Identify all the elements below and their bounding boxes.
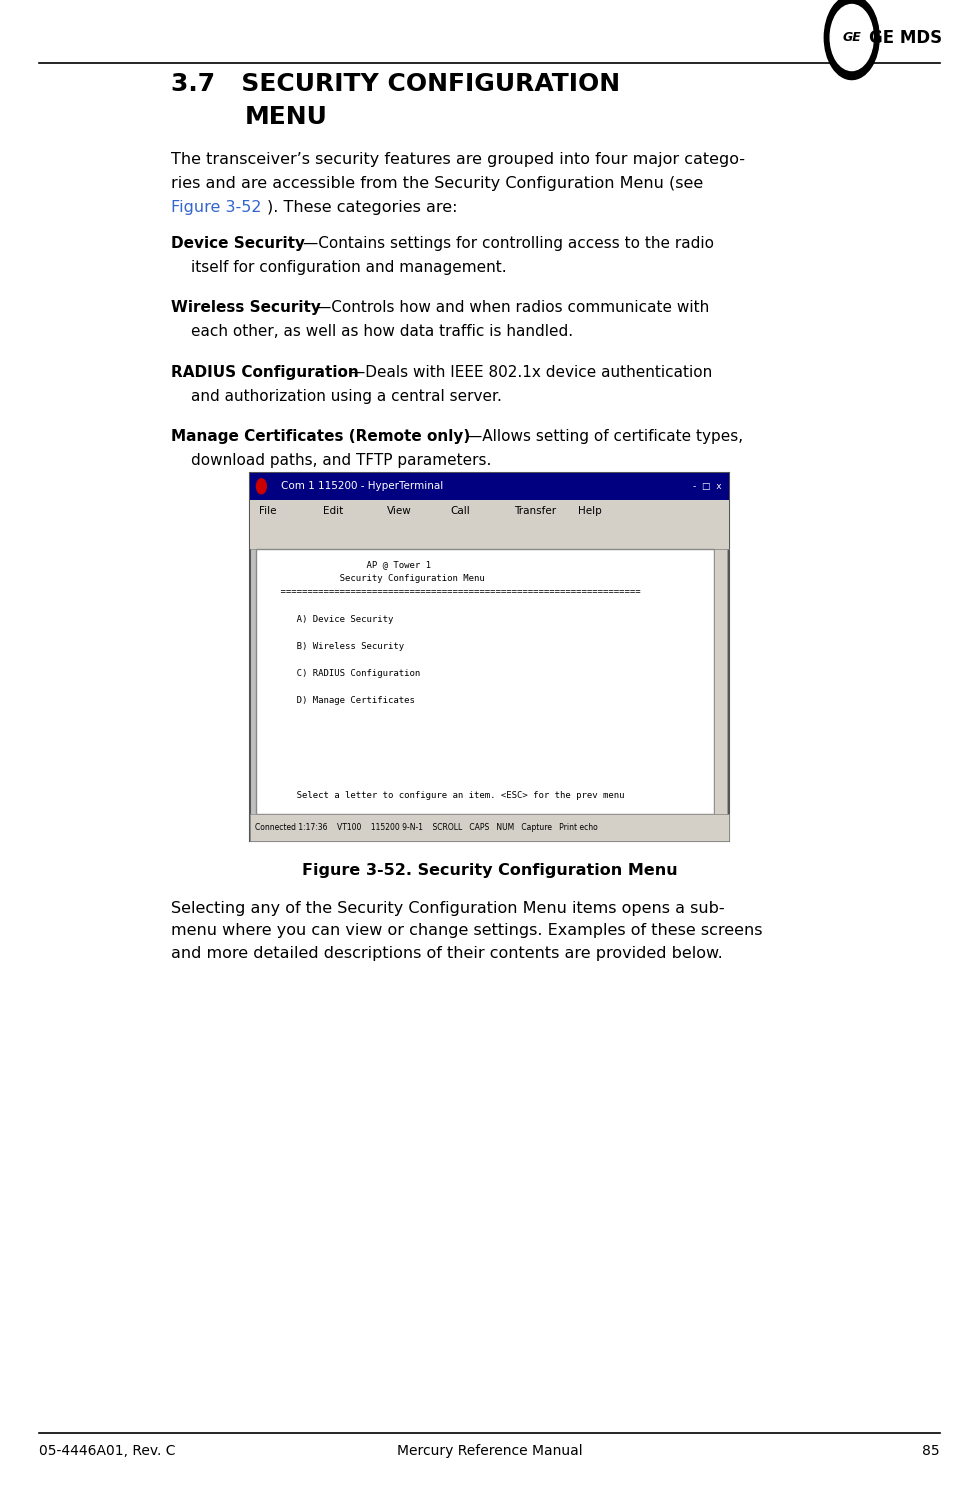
FancyBboxPatch shape	[249, 522, 729, 549]
Text: Device Security: Device Security	[171, 236, 305, 251]
Text: View: View	[386, 506, 411, 516]
Text: Manage Certificates (Remote only): Manage Certificates (Remote only)	[171, 429, 470, 444]
Text: menu where you can view or change settings. Examples of these screens: menu where you can view or change settin…	[171, 923, 762, 938]
FancyBboxPatch shape	[249, 473, 729, 500]
Text: ===================================================================: ========================================…	[259, 587, 641, 596]
Text: RADIUS Configuration: RADIUS Configuration	[171, 365, 359, 380]
FancyBboxPatch shape	[249, 500, 729, 522]
Text: Select a letter to configure an item. <ESC> for the prev menu: Select a letter to configure an item. <E…	[259, 791, 624, 800]
Text: Mercury Reference Manual: Mercury Reference Manual	[396, 1444, 582, 1457]
Circle shape	[823, 0, 878, 80]
Text: C) RADIUS Configuration: C) RADIUS Configuration	[259, 669, 421, 678]
Text: —Contains settings for controlling access to the radio: —Contains settings for controlling acces…	[303, 236, 714, 251]
Text: Call: Call	[450, 506, 469, 516]
Text: AP @ Tower 1: AP @ Tower 1	[259, 560, 431, 569]
FancyBboxPatch shape	[249, 814, 729, 841]
Text: Connected 1:17:36    VT100    115200 9-N-1    SCROLL   CAPS   NUM   Capture   Pr: Connected 1:17:36 VT100 115200 9-N-1 SCR…	[254, 823, 597, 832]
Text: MENU: MENU	[244, 105, 328, 129]
Text: itself for configuration and management.: itself for configuration and management.	[191, 260, 506, 275]
Text: File: File	[259, 506, 277, 516]
Text: —Controls how and when radios communicate with: —Controls how and when radios communicat…	[316, 300, 709, 315]
Text: Com 1 115200 - HyperTerminal: Com 1 115200 - HyperTerminal	[281, 482, 443, 491]
Text: GE MDS: GE MDS	[868, 29, 941, 47]
Text: B) Wireless Security: B) Wireless Security	[259, 641, 404, 650]
FancyBboxPatch shape	[249, 473, 729, 841]
Text: and more detailed descriptions of their contents are provided below.: and more detailed descriptions of their …	[171, 946, 723, 961]
Text: ). These categories are:: ). These categories are:	[267, 200, 458, 215]
FancyBboxPatch shape	[713, 549, 727, 814]
Text: Figure 3-52: Figure 3-52	[171, 200, 261, 215]
Text: A) Device Security: A) Device Security	[259, 614, 393, 623]
Text: 85: 85	[921, 1444, 939, 1457]
Text: Security Configuration Menu: Security Configuration Menu	[259, 573, 485, 582]
Text: Figure 3-52. Security Configuration Menu: Figure 3-52. Security Configuration Menu	[301, 863, 677, 878]
Text: -  □  x: - □ x	[692, 482, 721, 491]
Text: —Deals with IEEE 802.1x device authentication: —Deals with IEEE 802.1x device authentic…	[349, 365, 711, 380]
Text: Selecting any of the Security Configuration Menu items opens a sub-: Selecting any of the Security Configurat…	[171, 901, 725, 916]
Text: Edit: Edit	[323, 506, 343, 516]
Text: D) Manage Certificates: D) Manage Certificates	[259, 696, 415, 705]
Text: The transceiver’s security features are grouped into four major catego-: The transceiver’s security features are …	[171, 152, 744, 167]
Text: GE: GE	[841, 32, 861, 44]
Circle shape	[256, 479, 266, 494]
Text: Wireless Security: Wireless Security	[171, 300, 321, 315]
Text: 3.7   SECURITY CONFIGURATION: 3.7 SECURITY CONFIGURATION	[171, 72, 620, 96]
Text: Help: Help	[577, 506, 600, 516]
Text: and authorization using a central server.: and authorization using a central server…	[191, 389, 502, 404]
Text: Transfer: Transfer	[513, 506, 556, 516]
FancyBboxPatch shape	[255, 549, 713, 814]
Text: 05-4446A01, Rev. C: 05-4446A01, Rev. C	[39, 1444, 175, 1457]
Text: ries and are accessible from the Security Configuration Menu (see: ries and are accessible from the Securit…	[171, 176, 703, 191]
Circle shape	[829, 5, 872, 71]
Text: —Allows setting of certificate types,: —Allows setting of certificate types,	[467, 429, 742, 444]
Text: each other, as well as how data traffic is handled.: each other, as well as how data traffic …	[191, 324, 572, 339]
Text: download paths, and TFTP parameters.: download paths, and TFTP parameters.	[191, 453, 491, 468]
